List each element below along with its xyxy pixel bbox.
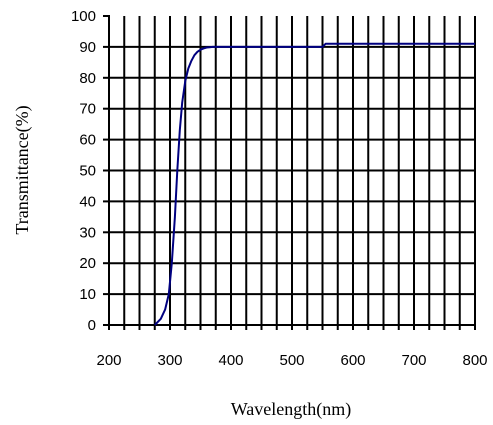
y-tick-label: 80 — [79, 70, 96, 87]
ticks: 0 10 20 30 40 50 60 70 80 90 100 200 300 400 500 600 700… — [71, 8, 488, 369]
x-tick-label: 600 — [340, 352, 365, 369]
x-tick-label: 700 — [401, 352, 426, 369]
y-tick-label: 50 — [79, 163, 96, 180]
y-tick-label: 10 — [79, 286, 96, 303]
y-tick-label: 0 — [88, 317, 96, 334]
x-tick-label: 300 — [157, 352, 182, 369]
y-tick-label: 90 — [79, 39, 96, 56]
x-axis-label: Wavelength(nm) — [231, 399, 352, 420]
x-tick-label: 200 — [96, 352, 121, 369]
x-tick-label: 500 — [279, 352, 304, 369]
y-tick-label: 70 — [79, 101, 96, 118]
y-tick-label: 60 — [79, 132, 96, 149]
grid — [109, 16, 476, 325]
series-layer — [154, 42, 475, 326]
y-axis-label: Transmittance(%) — [12, 105, 33, 234]
y-tick-label: 100 — [71, 8, 96, 25]
y-tick-label: 30 — [79, 224, 96, 241]
transmittance-line-0 — [154, 42, 475, 326]
y-tick-label: 40 — [79, 193, 96, 210]
x-tick-label: 400 — [218, 352, 243, 369]
y-tick-label: 20 — [79, 255, 96, 272]
x-tick-label: 800 — [462, 352, 487, 369]
